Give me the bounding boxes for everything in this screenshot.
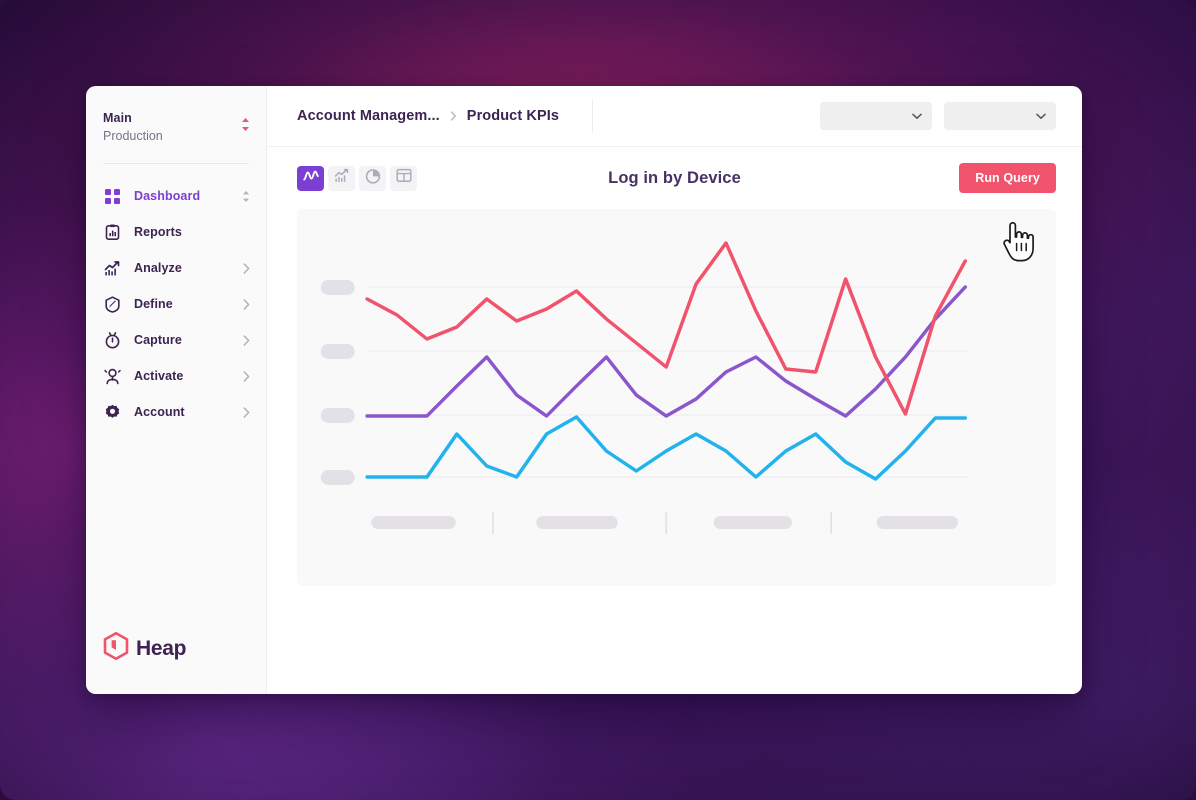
viz-button-table[interactable] [390, 165, 417, 191]
chart-toolbar: Log in by Device Run Query [267, 147, 1082, 209]
breadcrumb: Account Managem... Product KPIs [297, 108, 559, 124]
define-icon [103, 295, 121, 313]
workspace-switcher[interactable]: Main Production [86, 110, 266, 145]
sidebar-item-label: Activate [134, 369, 184, 384]
filter-select-1[interactable] [820, 102, 932, 130]
sidebar-item-define[interactable]: Define [86, 286, 266, 322]
report-icon [103, 223, 121, 241]
viz-button-pie-chart[interactable] [359, 165, 386, 191]
chevron-right-icon[interactable] [240, 299, 252, 310]
sidebar: Main Production [86, 86, 267, 694]
line-chart-icon [302, 169, 319, 188]
sidebar-item-label: Define [134, 297, 173, 312]
main-content: Account Managem... Product KPIs [267, 86, 1082, 694]
sidebar-item-label: Analyze [134, 261, 182, 276]
y-axis-label-placeholders [320, 280, 355, 485]
breadcrumb-item-current: Product KPIs [466, 108, 560, 124]
sidebar-item-dashboard[interactable]: Dashboard [86, 178, 266, 214]
sidebar-divider [103, 163, 249, 165]
chevron-right-icon[interactable] [240, 335, 252, 346]
grid-icon [103, 187, 121, 205]
sidebar-item-label: Account [134, 405, 185, 420]
chart-card [297, 209, 1056, 586]
topbar-controls [820, 102, 1056, 130]
series-line-blue [365, 415, 968, 481]
gear-icon [103, 403, 121, 421]
sidebar-item-label: Reports [134, 225, 182, 240]
filter-select-2[interactable] [944, 102, 1056, 130]
sidebar-nav: Dashboard [86, 178, 266, 430]
chevron-down-icon [1036, 107, 1046, 125]
viz-button-bar-chart[interactable] [328, 165, 355, 191]
app-window: Main Production [86, 86, 1082, 694]
up-down-chevron-icon[interactable] [240, 190, 252, 203]
chevron-right-icon[interactable] [240, 263, 252, 274]
sidebar-item-label: Dashboard [134, 189, 201, 204]
viz-button-line-chart[interactable] [297, 165, 324, 191]
breadcrumb-item-parent[interactable]: Account Managem... [297, 108, 440, 124]
topbar: Account Managem... Product KPIs [267, 86, 1082, 147]
workspace-name: Main [103, 111, 132, 125]
sidebar-item-label: Capture [134, 333, 182, 348]
bar-chart-icon [334, 168, 350, 188]
activate-icon [103, 367, 121, 385]
heap-logo-text: Heap [136, 637, 187, 660]
x-axis-label-placeholders [371, 516, 959, 529]
topbar-divider [592, 99, 594, 133]
sidebar-item-activate[interactable]: Activate [86, 358, 266, 394]
chevron-right-icon [450, 111, 457, 121]
sidebar-item-account[interactable]: Account [86, 394, 266, 430]
series-line-red [365, 241, 968, 416]
chart-container [267, 209, 1082, 694]
series-line-purple [365, 285, 968, 418]
line-chart-plot [320, 241, 970, 534]
hexagon-logo-icon [103, 631, 129, 666]
chevron-right-icon[interactable] [240, 407, 252, 418]
chevron-down-icon [912, 107, 922, 125]
table-icon [395, 168, 412, 188]
x-axis-tick-marks [492, 512, 832, 534]
workspace-environment: Production [103, 128, 163, 143]
chevron-right-icon[interactable] [240, 371, 252, 382]
capture-icon [103, 331, 121, 349]
pie-chart-icon [365, 168, 381, 189]
analyze-icon [103, 259, 121, 277]
visualization-type-toggle [297, 165, 417, 191]
up-down-chevron-icon[interactable] [241, 117, 250, 137]
run-query-button[interactable]: Run Query [959, 163, 1056, 193]
heap-logo[interactable]: Heap [103, 631, 187, 666]
sidebar-item-reports[interactable]: Reports [86, 214, 266, 250]
sidebar-item-analyze[interactable]: Analyze [86, 250, 266, 286]
sidebar-item-capture[interactable]: Capture [86, 322, 266, 358]
